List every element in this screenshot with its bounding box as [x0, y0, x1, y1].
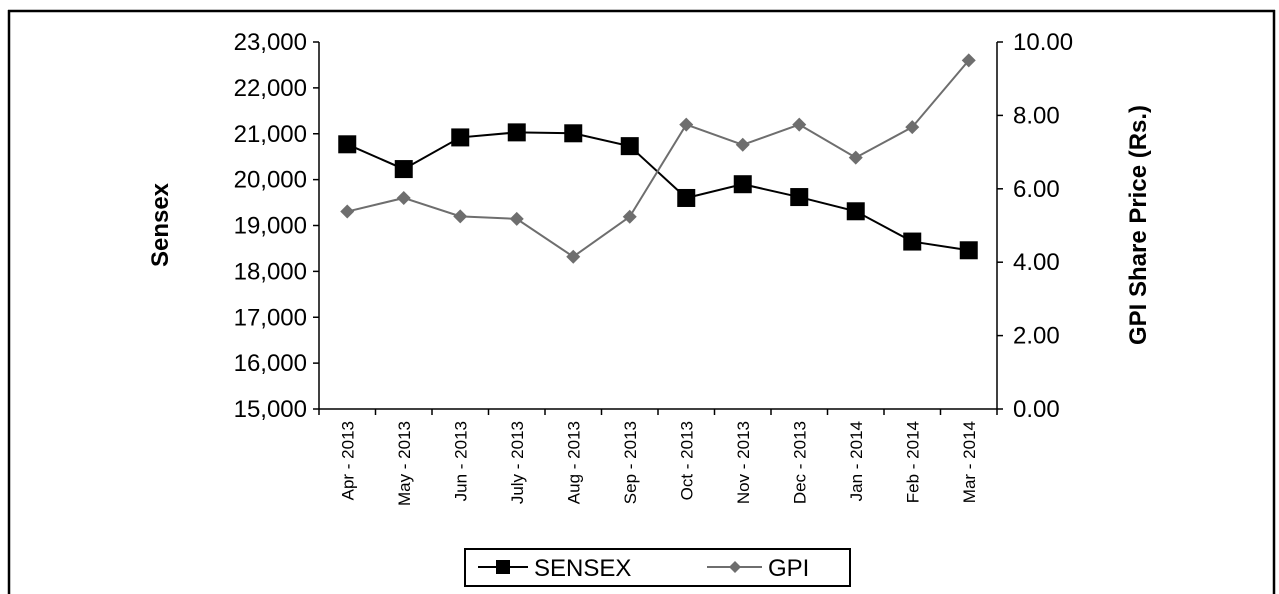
y-tick-label-right: 2.00: [1013, 323, 1060, 350]
x-tick-label: Jun - 2013: [451, 421, 470, 501]
data-point-gpi: [453, 209, 468, 224]
data-point-sensex: [677, 188, 696, 207]
data-point-gpi: [792, 117, 807, 132]
y-axis-title-right: GPI Share Price (Rs.): [1125, 105, 1152, 345]
y-tick-label-left: 16,000: [234, 350, 307, 377]
legend: SENSEX GPI: [464, 548, 851, 587]
x-tick-label: Apr - 2013: [338, 421, 357, 500]
y-tick-label-left: 21,000: [234, 121, 307, 148]
y-tick-label-right: 10.00: [1013, 29, 1073, 56]
data-point-sensex: [790, 188, 809, 207]
plot-area: 15,000 16,000 17,000 18,000 19,000 20,000 21,0…: [234, 29, 1073, 506]
data-point-gpi: [622, 209, 637, 224]
legend-gpi-label: GPI: [768, 555, 809, 582]
data-point-gpi: [735, 137, 750, 152]
y-tick-label-left: 23,000: [234, 29, 307, 56]
x-tick-label: Mar - 2014: [960, 421, 979, 503]
y-axis-title-left: Sensex: [147, 182, 174, 267]
data-point-sensex: [338, 135, 357, 154]
data-point-gpi: [340, 204, 355, 219]
y-tick-label-left: 18,000: [234, 258, 307, 285]
legend-sensex-label: SENSEX: [534, 555, 631, 582]
data-point-gpi: [566, 249, 581, 264]
data-point-sensex: [564, 124, 583, 143]
x-tick-label: July - 2013: [508, 421, 527, 504]
data-point-gpi: [679, 117, 694, 132]
y-tick-label-right: 0.00: [1013, 396, 1060, 423]
data-point-sensex: [733, 175, 752, 194]
data-point-sensex: [846, 202, 865, 221]
y-tick-label-right: 4.00: [1013, 249, 1060, 276]
data-point-sensex: [903, 232, 922, 251]
x-tick-label: Dec - 2013: [790, 421, 809, 504]
y-tick-label-right: 8.00: [1013, 102, 1060, 129]
data-point-sensex: [959, 241, 978, 260]
legend-box: [464, 548, 851, 587]
y-tick-label-left: 20,000: [234, 167, 307, 194]
x-tick-label: Feb - 2014: [903, 421, 922, 503]
y-tick-label-left: 19,000: [234, 213, 307, 240]
x-tick-label: Nov - 2013: [734, 421, 753, 504]
data-point-gpi: [848, 150, 863, 165]
data-point-sensex: [394, 160, 413, 179]
data-point-gpi: [396, 190, 411, 205]
data-point-gpi: [509, 211, 524, 226]
y-tick-label-right: 6.00: [1013, 176, 1060, 203]
data-point-gpi: [905, 120, 920, 135]
data-point-sensex: [451, 128, 470, 147]
x-tick-label: May - 2013: [395, 421, 414, 506]
x-tick-label: Sep - 2013: [621, 421, 640, 504]
series-line-sensex: [346, 131, 969, 252]
y-tick-label-left: 17,000: [234, 304, 307, 331]
legend-sensex-marker: [496, 560, 510, 574]
data-point-sensex: [620, 137, 639, 156]
y-tick-label-left: 15,000: [234, 396, 307, 423]
data-point-sensex: [507, 123, 526, 142]
data-point-gpi: [961, 53, 976, 68]
legend-gpi-marker: [729, 561, 741, 573]
y-tick-label-left: 22,000: [234, 75, 307, 102]
series-line-gpi: [347, 59, 970, 258]
x-tick-label: Jan - 2014: [847, 421, 866, 501]
x-tick-label: Oct - 2013: [677, 421, 696, 500]
x-tick-label: Aug - 2013: [564, 421, 583, 504]
